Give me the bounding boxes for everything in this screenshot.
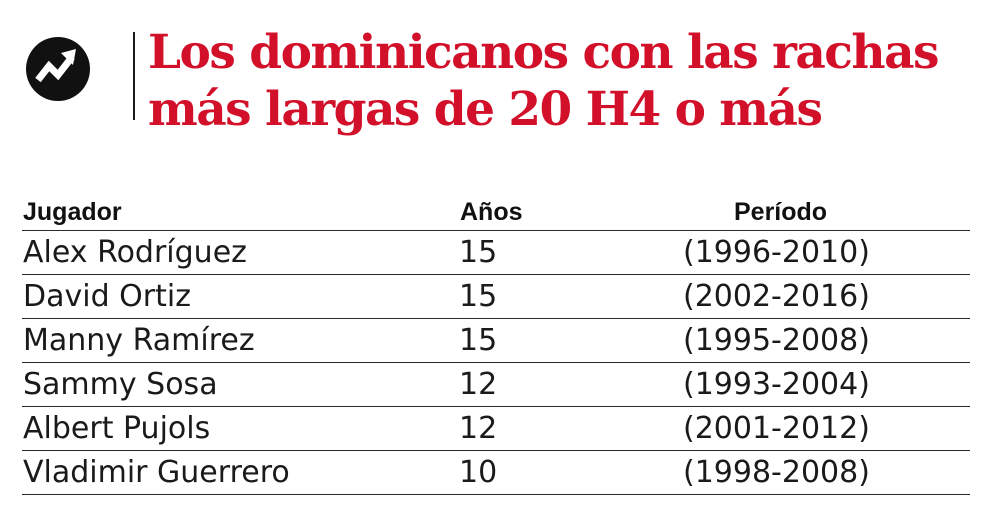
period-value: (2002-2016) bbox=[683, 279, 870, 314]
period-value: (1998-2008) bbox=[683, 455, 870, 490]
table-row: Alex Rodríguez 15 (1996-2010) bbox=[22, 231, 970, 275]
table-row: Vladimir Guerrero 10 (1998-2008) bbox=[22, 451, 970, 495]
player-name: Alex Rodríguez bbox=[23, 235, 247, 270]
years-value: 10 bbox=[459, 455, 498, 490]
period-value: (1993-2004) bbox=[683, 367, 870, 402]
player-name: David Ortiz bbox=[23, 279, 191, 314]
player-name: Albert Pujols bbox=[23, 411, 211, 446]
period-value: (2001-2012) bbox=[683, 411, 870, 446]
page-title: Los dominicanos con las rachas más larga… bbox=[148, 24, 998, 138]
player-name: Vladimir Guerrero bbox=[23, 455, 290, 490]
player-name: Manny Ramírez bbox=[23, 323, 255, 358]
years-value: 15 bbox=[459, 323, 498, 358]
title-line-2: más largas de 20 H4 o más bbox=[148, 82, 823, 137]
years-value: 15 bbox=[459, 235, 498, 270]
player-name: Sammy Sosa bbox=[23, 367, 218, 402]
trend-arrow-icon bbox=[26, 37, 90, 101]
table-row: Albert Pujols 12 (2001-2012) bbox=[22, 407, 970, 451]
table-row: Sammy Sosa 12 (1993-2004) bbox=[22, 363, 970, 407]
header-years: Años bbox=[460, 198, 523, 226]
header-period: Período bbox=[734, 198, 828, 226]
table-row: David Ortiz 15 (2002-2016) bbox=[22, 275, 970, 319]
years-value: 12 bbox=[459, 411, 498, 446]
table-header-row: Jugador Años Período bbox=[22, 195, 970, 231]
years-value: 15 bbox=[459, 279, 498, 314]
title-divider bbox=[133, 32, 135, 120]
header-player: Jugador bbox=[23, 198, 122, 226]
table-row: Manny Ramírez 15 (1995-2008) bbox=[22, 319, 970, 363]
title-line-1: Los dominicanos con las rachas bbox=[148, 25, 940, 80]
trend-arrow-icon-graphic bbox=[26, 37, 90, 101]
period-value: (1995-2008) bbox=[683, 323, 870, 358]
years-value: 12 bbox=[459, 367, 498, 402]
streaks-table: Jugador Años Período Alex Rodríguez 15 (… bbox=[22, 195, 970, 495]
period-value: (1996-2010) bbox=[683, 235, 870, 270]
